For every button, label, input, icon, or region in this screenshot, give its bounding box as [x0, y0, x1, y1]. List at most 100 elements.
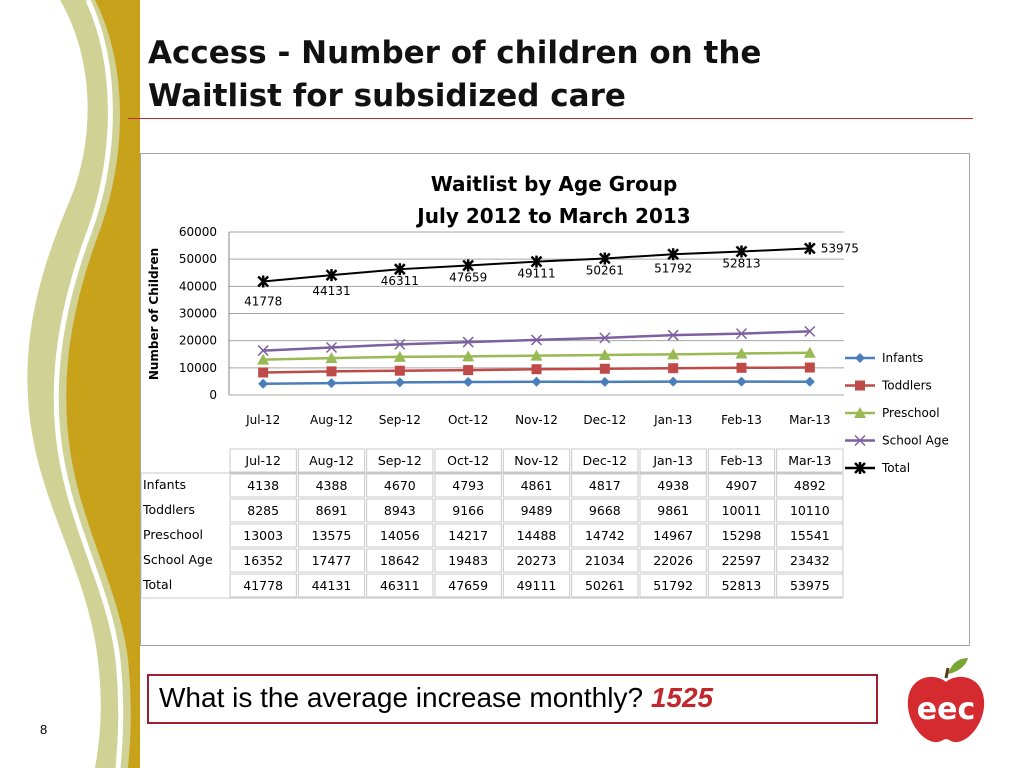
point-toddlers-sep-12 — [394, 365, 405, 376]
y-tick-label-30000: 30000 — [179, 307, 217, 321]
y-axis-ticks: 0 10000 20000 30000 40000 50000 60000 — [179, 225, 217, 402]
table-value-total-nov-12: 49111 — [517, 578, 557, 593]
table-cell-infants-feb-13 — [707, 473, 776, 498]
table-cell-school-age-jul-12 — [229, 548, 297, 573]
table-cell-toddlers-mar-13 — [776, 498, 844, 523]
y-tick-label-10000: 10000 — [179, 361, 217, 375]
table-cell-toddlers-feb-13 — [707, 498, 776, 523]
y-axis-title: Number of Children — [147, 248, 161, 380]
table-value-preschool-jul-12: 13003 — [243, 528, 283, 543]
data-label-total-nov-12: 49111 — [517, 267, 555, 281]
legend-marker-preschool — [854, 407, 866, 418]
table-value-school-age-oct-12: 19483 — [448, 553, 488, 568]
white-ribbon-edge — [53, 0, 124, 768]
table-value-preschool-mar-13: 15541 — [790, 528, 830, 543]
point-toddlers-nov-12 — [531, 364, 542, 375]
table-value-school-age-jan-13: 22026 — [653, 553, 693, 568]
table-header-cell-sep-12 — [366, 448, 434, 473]
table-value-total-jul-12: 41778 — [243, 578, 283, 593]
table-value-total-sep-12: 46311 — [380, 578, 420, 593]
point-total-jul-12 — [257, 275, 270, 288]
table-cell-total-jul-12 — [229, 573, 297, 598]
table-header-sep-12: Sep-12 — [378, 453, 422, 468]
legend-label-infants: Infants — [882, 351, 923, 365]
table-value-school-age-nov-12: 20273 — [517, 553, 557, 568]
table-cell-school-age-nov-12 — [502, 548, 571, 573]
chart-title-line-1: Waitlist by Age Group — [431, 172, 678, 196]
legend-label-preschool: Preschool — [882, 406, 940, 420]
point-total-jan-13 — [667, 248, 680, 261]
question-text: What is the average increase monthly? — [159, 682, 644, 713]
table-cell-preschool-aug-12 — [297, 523, 366, 548]
point-school-age-oct-12 — [462, 336, 474, 348]
table-value-toddlers-dec-12: 9668 — [589, 503, 621, 518]
table-cell-toddlers-sep-12 — [366, 498, 434, 523]
table-value-preschool-jan-13: 14967 — [653, 528, 693, 543]
point-school-age-dec-12 — [599, 332, 611, 344]
table-cell-school-age-dec-12 — [571, 548, 639, 573]
table-row-label-toddlers: Toddlers — [142, 502, 195, 517]
table-cell-preschool-feb-13 — [707, 523, 776, 548]
table-cell-preschool-sep-12 — [366, 523, 434, 548]
table-cell-total-mar-13 — [776, 573, 844, 598]
table-value-infants-mar-13: 4892 — [794, 478, 826, 493]
point-infants-dec-12 — [599, 376, 610, 387]
table-value-infants-jan-13: 4938 — [657, 478, 689, 493]
slide-title-line-2: Waitlist for subsidized care — [148, 78, 626, 114]
slide-title: Access - Number of children on the Waitl… — [148, 32, 1008, 118]
table-cell-infants-dec-12 — [571, 473, 639, 498]
table-value-infants-jul-12: 4138 — [247, 478, 279, 493]
legend-entry-total: Total — [845, 461, 910, 475]
table-header-jul-12: Jul-12 — [244, 453, 281, 468]
table-cell-school-age-sep-12 — [366, 548, 434, 573]
table-header-cell-nov-12 — [502, 448, 571, 473]
point-total-mar-13 — [803, 242, 816, 255]
table-cell-school-age-feb-13 — [707, 548, 776, 573]
x-tick-label-feb-13: Feb-13 — [721, 413, 762, 427]
point-preschool-jul-12 — [257, 353, 270, 365]
series-lines — [257, 242, 816, 389]
series-school-age — [257, 325, 816, 357]
table-row-label-total: Total — [142, 577, 172, 592]
point-school-age-nov-12 — [530, 334, 543, 346]
table-value-school-age-mar-13: 23432 — [790, 553, 830, 568]
x-tick-label-jul-12: Jul-12 — [245, 413, 280, 427]
table-value-toddlers-jul-12: 8285 — [247, 503, 279, 518]
data-label-total-dec-12: 50261 — [586, 263, 624, 277]
table-cell-preschool-oct-12 — [434, 523, 502, 548]
table-cell-total-nov-12 — [502, 573, 571, 598]
table-cell-infants-sep-12 — [366, 473, 434, 498]
point-school-age-feb-13 — [735, 328, 748, 340]
x-tick-label-aug-12: Aug-12 — [310, 413, 353, 427]
point-preschool-jan-13 — [667, 348, 680, 360]
table-cell-total-aug-12 — [297, 573, 366, 598]
point-preschool-sep-12 — [393, 350, 406, 362]
logo-text: eec — [917, 692, 975, 727]
point-school-age-aug-12 — [325, 341, 338, 354]
point-toddlers-dec-12 — [599, 363, 610, 374]
legend-entry-toddlers: Toddlers — [845, 379, 932, 393]
table-value-school-age-feb-13: 22597 — [722, 553, 762, 568]
table-cell-infants-oct-12 — [434, 473, 502, 498]
title-divider — [128, 118, 973, 119]
point-toddlers-aug-12 — [326, 366, 337, 377]
legend-entry-school-age: School Age — [845, 434, 949, 448]
point-school-age-jan-13 — [667, 329, 679, 341]
table-cell-total-feb-13 — [707, 573, 776, 598]
x-tick-label-mar-13: Mar-13 — [789, 413, 830, 427]
table-value-infants-aug-12: 4388 — [316, 478, 348, 493]
legend: Infants Toddlers Preschool School Age Total — [845, 351, 949, 475]
series-infants — [258, 376, 815, 389]
point-total-dec-12 — [598, 252, 611, 265]
table-value-infants-oct-12: 4793 — [452, 478, 484, 493]
table-cell-infants-jul-12 — [229, 473, 297, 498]
table-value-school-age-aug-12: 17477 — [312, 553, 352, 568]
table-value-infants-feb-13: 4907 — [726, 478, 758, 493]
point-infants-aug-12 — [326, 378, 337, 389]
point-toddlers-jul-12 — [258, 367, 269, 378]
table-value-infants-nov-12: 4861 — [521, 478, 553, 493]
point-total-oct-12 — [462, 259, 475, 272]
point-preschool-nov-12 — [530, 349, 543, 361]
table-header-cell-dec-12 — [571, 448, 639, 473]
table-header-cell-jul-12 — [229, 448, 297, 473]
